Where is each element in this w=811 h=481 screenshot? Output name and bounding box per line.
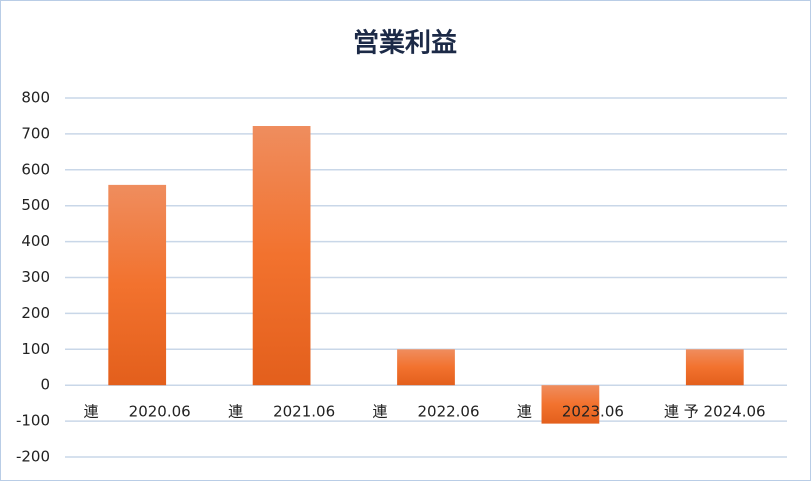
bar bbox=[108, 184, 167, 386]
y-tick-label: 800 bbox=[21, 89, 50, 107]
y-tick-label: 100 bbox=[21, 340, 50, 358]
bar bbox=[252, 126, 311, 386]
y-tick-label: 500 bbox=[21, 196, 50, 214]
chart-title: 営業利益 bbox=[353, 29, 457, 59]
y-tick-label: 700 bbox=[21, 124, 50, 142]
x-tick-label: 連 2023.06 bbox=[517, 403, 624, 421]
x-tick-label: 連 予 2024.06 bbox=[664, 403, 766, 421]
bar bbox=[541, 385, 600, 424]
y-tick-label: -100 bbox=[16, 412, 50, 430]
x-tick-label: 連 2020.06 bbox=[84, 403, 191, 421]
y-tick-label: 400 bbox=[21, 232, 50, 250]
bar bbox=[397, 349, 455, 386]
x-tick-label: 連 2021.06 bbox=[228, 403, 335, 421]
y-tick-label: 300 bbox=[21, 268, 50, 286]
bar bbox=[685, 349, 744, 386]
y-tick-label: 200 bbox=[21, 304, 50, 322]
y-tick-label: 0 bbox=[40, 376, 50, 394]
y-tick-label: 600 bbox=[21, 160, 50, 178]
y-tick-label: -200 bbox=[16, 448, 50, 466]
x-tick-label: 連 2022.06 bbox=[372, 403, 479, 421]
